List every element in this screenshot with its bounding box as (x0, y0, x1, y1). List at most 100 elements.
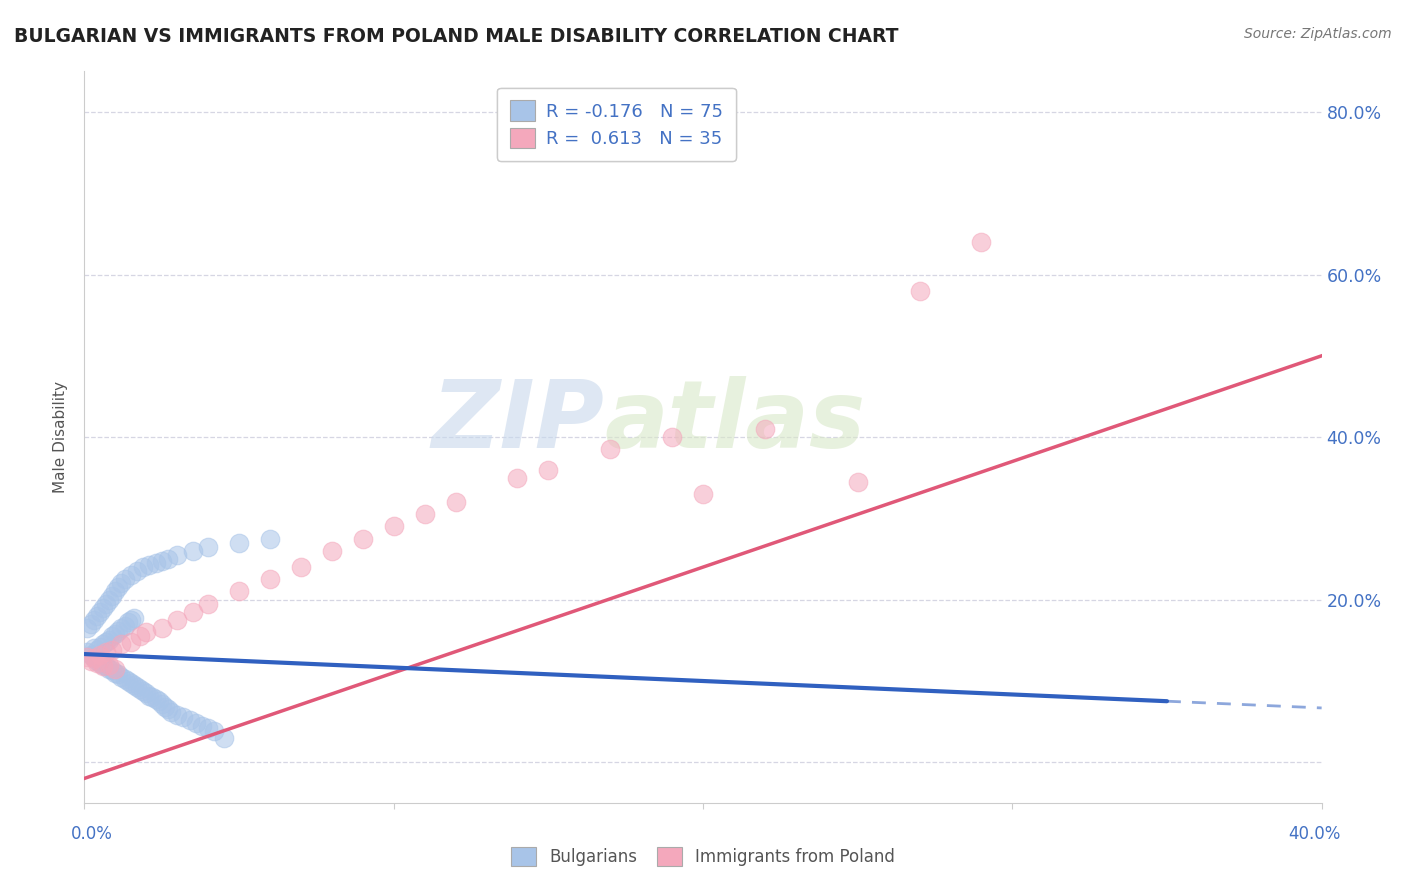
Point (132, 560, 155, 574)
Point (846, 475, 869, 489)
Point (184, 716, 207, 731)
Text: BULGARIAN VS IMMIGRANTS FROM POLAND MALE DISABILITY CORRELATION CHART: BULGARIAN VS IMMIGRANTS FROM POLAND MALE… (14, 27, 898, 45)
Point (145, 556, 167, 570)
Point (150, 697, 173, 711)
Point (89, 656, 111, 670)
Point (537, 462, 560, 476)
Point (91, 600, 114, 615)
Legend: R = -0.176   N = 75, R =  0.613   N = 35: R = -0.176 N = 75, R = 0.613 N = 35 (498, 87, 735, 161)
Point (166, 613, 188, 627)
Point (94, 659, 117, 673)
Point (76, 649, 98, 664)
Point (290, 560, 312, 574)
Point (125, 681, 148, 695)
Text: atlas: atlas (605, 376, 865, 468)
Point (114, 618, 136, 632)
Point (129, 681, 152, 696)
Point (228, 535, 250, 549)
Point (970, 235, 993, 249)
Point (259, 572, 281, 586)
Point (228, 584, 250, 599)
Point (122, 610, 145, 624)
Point (692, 487, 714, 501)
Text: 0.0%: 0.0% (70, 825, 112, 843)
Point (908, 284, 931, 298)
Point (94, 635, 117, 649)
Point (91, 659, 114, 673)
Point (107, 581, 129, 595)
Point (117, 673, 139, 688)
Point (129, 629, 152, 643)
Point (79, 617, 101, 632)
Point (79, 648, 101, 662)
Point (89, 648, 111, 662)
Point (98, 662, 121, 676)
Point (444, 495, 467, 509)
Point (120, 635, 142, 649)
Point (79, 654, 101, 668)
Point (120, 613, 142, 627)
Point (83, 651, 105, 665)
Point (135, 686, 157, 700)
Point (179, 713, 201, 727)
Point (413, 508, 436, 522)
Point (76, 645, 98, 659)
Point (114, 572, 136, 586)
Point (76, 621, 98, 635)
Point (202, 724, 225, 739)
Point (166, 548, 188, 562)
Point (94, 597, 117, 611)
Text: Source: ZipAtlas.com: Source: ZipAtlas.com (1244, 27, 1392, 41)
Point (181, 605, 204, 619)
Point (89, 605, 111, 619)
Point (153, 699, 176, 714)
Point (98, 657, 121, 672)
Point (145, 691, 167, 706)
Point (110, 576, 132, 591)
Point (150, 621, 173, 635)
Point (181, 544, 204, 558)
Point (150, 553, 173, 567)
Point (104, 584, 127, 599)
Point (138, 558, 160, 573)
Point (197, 540, 219, 554)
Point (148, 694, 170, 708)
Point (191, 718, 214, 732)
Point (86, 654, 108, 668)
Point (86, 656, 108, 670)
Point (132, 683, 155, 698)
Point (259, 532, 281, 546)
Point (321, 544, 343, 558)
Point (135, 625, 157, 640)
Point (86, 608, 108, 623)
Point (101, 663, 124, 677)
Point (98, 633, 121, 648)
Point (110, 637, 132, 651)
Point (91, 657, 114, 672)
Point (141, 690, 163, 705)
Text: ZIP: ZIP (432, 376, 605, 468)
Point (86, 643, 108, 657)
Point (91, 637, 114, 651)
Point (110, 621, 132, 635)
Point (107, 667, 129, 681)
Point (83, 651, 105, 665)
Point (125, 564, 148, 578)
Point (120, 675, 142, 690)
Point (212, 731, 235, 745)
Point (107, 624, 129, 638)
Legend: Bulgarians, Immigrants from Poland: Bulgarians, Immigrants from Poland (502, 838, 904, 875)
Point (104, 665, 127, 680)
Point (120, 568, 142, 582)
Point (172, 710, 194, 724)
Point (754, 422, 776, 436)
Point (506, 471, 529, 485)
Point (89, 640, 111, 654)
Point (104, 662, 127, 676)
Point (94, 645, 117, 659)
Y-axis label: Male Disability: Male Disability (53, 381, 69, 493)
Point (83, 613, 105, 627)
Point (197, 597, 219, 611)
Point (166, 708, 188, 723)
Point (352, 532, 374, 546)
